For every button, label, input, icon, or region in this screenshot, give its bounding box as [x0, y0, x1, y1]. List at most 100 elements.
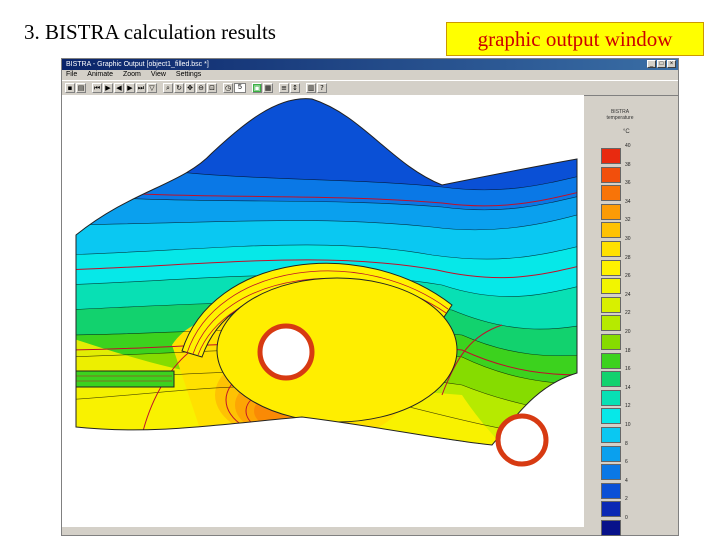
window-controls: _ □ ×	[647, 60, 676, 68]
legend-swatch	[601, 185, 621, 202]
left-duct-isotherms	[76, 375, 172, 382]
legend-value: 4	[625, 477, 628, 484]
zoom-out-icon[interactable]: ⊖	[196, 83, 206, 93]
graphic-output-window: BISTRA - Graphic Output [object1_filled.…	[61, 58, 679, 536]
legend-icon[interactable]: ▥	[306, 83, 316, 93]
first-frame-icon[interactable]: ⏮	[92, 83, 102, 93]
print-icon[interactable]: ▤	[76, 83, 86, 93]
legend-row: 24	[601, 292, 637, 318]
legend-value: 12	[625, 403, 631, 410]
legend-value: 22	[625, 310, 631, 317]
back-icon[interactable]: ◀	[114, 83, 124, 93]
callout-label: graphic output window	[446, 22, 704, 56]
vector-icon[interactable]: ↕	[290, 83, 300, 93]
menu-settings[interactable]: Settings	[175, 71, 202, 78]
grid-icon[interactable]: ▦	[263, 83, 273, 93]
window-titlebar[interactable]: BISTRA - Graphic Output [object1_filled.…	[62, 59, 678, 70]
filter-icon[interactable]: ▽	[147, 83, 157, 93]
legend-row: 12	[601, 403, 637, 429]
legend-row: 38	[601, 162, 637, 188]
legend-row: 0	[601, 515, 637, 541]
legend-row: 32	[601, 217, 637, 243]
menu-file[interactable]: File	[66, 71, 78, 78]
legend-swatch	[601, 501, 621, 518]
legend-value: 18	[625, 347, 631, 354]
soil-domain	[76, 98, 577, 445]
legend-swatch	[601, 352, 621, 369]
legend-row: 36	[601, 180, 637, 206]
legend-value: 16	[625, 366, 631, 373]
menu-view[interactable]: View	[150, 71, 166, 78]
legend-value: 26	[625, 273, 631, 280]
cable-circle-right	[495, 413, 549, 467]
menu-zoom[interactable]: Zoom	[122, 71, 141, 78]
legend-swatch	[601, 520, 621, 536]
central-yellow-region	[216, 277, 458, 423]
legend-row: 26	[601, 273, 637, 299]
zoom-extent-icon[interactable]: ⊡	[207, 83, 217, 93]
legend-value: 0	[625, 515, 628, 521]
domain-outline	[75, 98, 578, 446]
zoom-in-icon[interactable]: ⌕	[163, 83, 173, 93]
legend-swatch	[601, 427, 621, 443]
legend-row: 8	[601, 441, 637, 467]
legend-value: 34	[625, 198, 631, 205]
legend-title: BISTRA temperature	[606, 109, 634, 121]
menu-animate[interactable]: Animate	[87, 71, 113, 78]
legend-swatch	[601, 482, 621, 499]
legend-swatch	[601, 166, 621, 183]
save-icon[interactable]: ▪	[65, 83, 75, 93]
legend-swatch	[601, 315, 621, 332]
legend-value: 20	[625, 329, 631, 335]
legend-swatch	[601, 408, 621, 425]
close-icon[interactable]: ×	[667, 60, 676, 68]
legend-row: 16	[601, 366, 637, 392]
contour-lines-icon[interactable]: ≡	[279, 83, 289, 93]
legend-row: 34	[601, 199, 637, 225]
legend-row: 40	[601, 143, 637, 169]
legend-swatch	[601, 445, 621, 462]
legend-row: 2	[601, 496, 637, 522]
plot-canvas[interactable]	[62, 95, 584, 527]
legend-swatch	[601, 464, 621, 481]
legend-swatch	[601, 296, 621, 313]
color-fill-icon[interactable]: ▣	[252, 83, 262, 93]
minimize-icon[interactable]: _	[647, 60, 656, 68]
temperature-contour-plot	[75, 98, 578, 467]
legend-row: 6	[601, 459, 637, 485]
legend-row: 14	[601, 385, 637, 411]
slide-title: 3. BISTRA calculation results	[24, 20, 276, 44]
help-icon[interactable]: ?	[317, 83, 327, 93]
legend-unit: °C	[623, 129, 630, 135]
legend-swatch	[601, 241, 621, 257]
last-frame-icon[interactable]: ⏭	[136, 83, 146, 93]
legend-value: 14	[625, 384, 631, 391]
legend-value: 10	[625, 422, 631, 428]
legend-swatch	[601, 334, 621, 350]
pan-icon[interactable]: ✥	[185, 83, 195, 93]
legend-row: 18	[601, 348, 637, 374]
cable-circle-left	[257, 323, 315, 381]
left-duct	[76, 370, 175, 388]
legend-row: 10	[601, 422, 637, 448]
timer-icon[interactable]: ◷	[223, 83, 233, 93]
legend-row: 28	[601, 255, 637, 281]
legend-value: 36	[625, 180, 631, 187]
play-icon[interactable]: ▶	[103, 83, 113, 93]
legend-value: 28	[625, 254, 631, 261]
legend-value: 32	[625, 217, 631, 224]
toolbar: ▪ ▤ ⏮ ▶ ◀ ▶ ⏭ ▽ ⌕ ↻ ✥ ⊖ ⊡ ◷ 5 ▣ ▦ ≡ ↕ ▥ …	[62, 80, 678, 96]
legend-swatch	[601, 389, 621, 406]
forward-icon[interactable]: ▶	[125, 83, 135, 93]
legend-row: 22	[601, 310, 637, 336]
step-input[interactable]: 5	[234, 83, 246, 93]
legend-value: 24	[625, 291, 631, 298]
legend-row: 30	[601, 236, 637, 262]
legend-value: 40	[625, 143, 631, 149]
legend-value: 2	[625, 496, 628, 503]
menubar: File Animate Zoom View Settings	[62, 70, 678, 80]
rotate-icon[interactable]: ↻	[174, 83, 184, 93]
window-title: BISTRA - Graphic Output [object1_filled.…	[66, 61, 209, 68]
legend-row: 20	[601, 329, 637, 355]
maximize-icon[interactable]: □	[657, 60, 666, 68]
